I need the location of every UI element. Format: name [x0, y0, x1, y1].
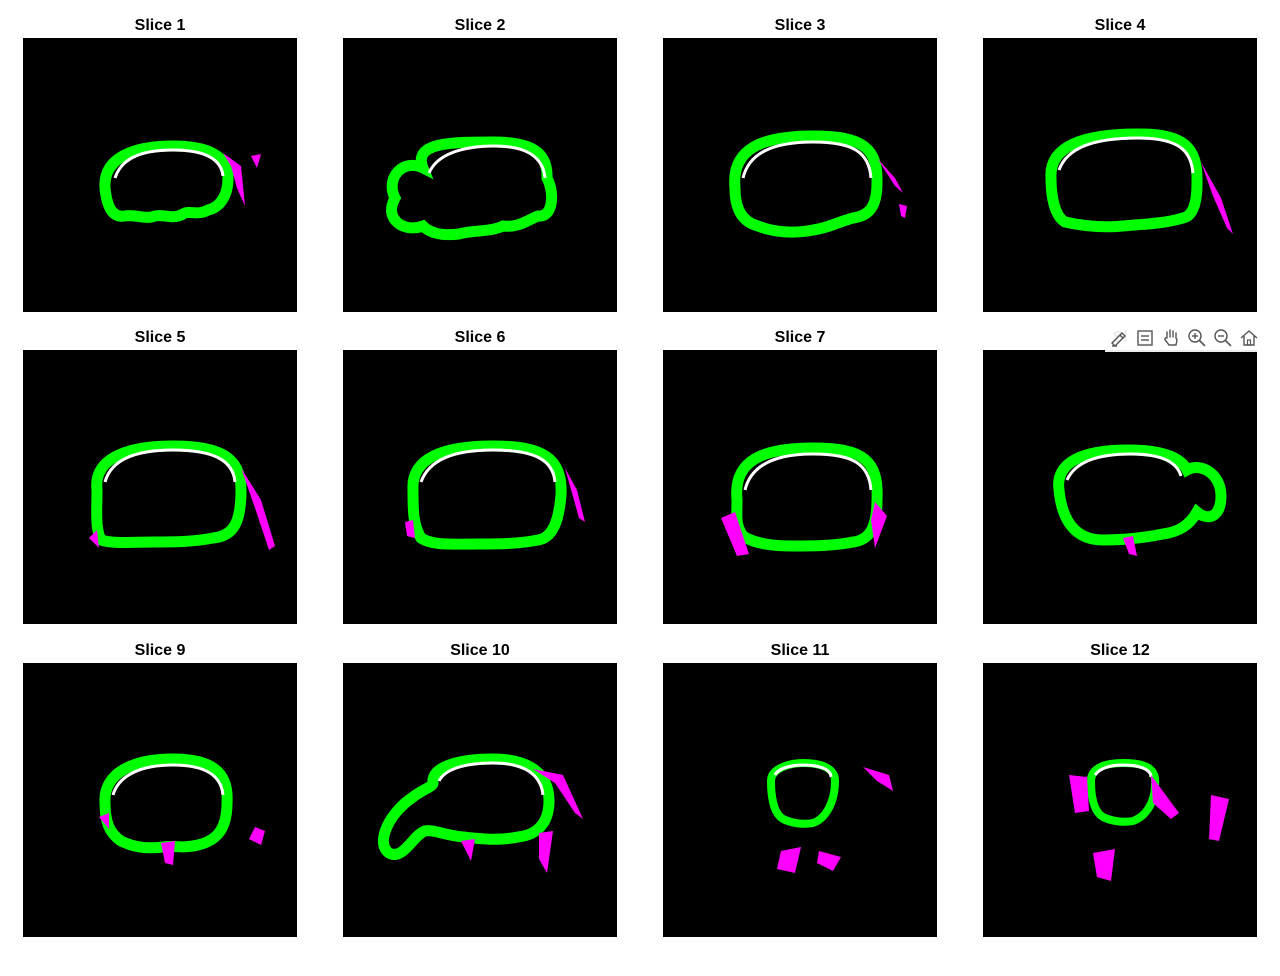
slice-image[interactable]	[343, 663, 617, 937]
pan-hand-icon[interactable]	[1159, 326, 1183, 350]
axes-toolbar	[1105, 324, 1263, 352]
slice-image[interactable]	[23, 350, 297, 624]
slice-title: Slice 4	[1094, 17, 1146, 34]
slice-image[interactable]	[663, 38, 937, 312]
slice-title: Slice 2	[454, 17, 506, 34]
slice-title: Slice 5	[134, 329, 186, 346]
slice-title: Slice 9	[134, 642, 186, 659]
slice-image[interactable]	[343, 38, 617, 312]
zoom-in-icon[interactable]	[1185, 326, 1209, 350]
home-restore-icon[interactable]	[1237, 326, 1261, 350]
data-tips-icon[interactable]	[1133, 326, 1157, 350]
slice-image[interactable]	[983, 38, 1257, 312]
slice-image[interactable]	[663, 350, 937, 624]
slice-title: Slice 7	[774, 329, 826, 346]
slice-image[interactable]	[983, 663, 1257, 937]
slice-title: Slice 3	[774, 17, 826, 34]
slice-title: Slice 6	[454, 329, 506, 346]
zoom-out-icon[interactable]	[1211, 326, 1235, 350]
slice-image[interactable]	[23, 38, 297, 312]
slice-image[interactable]	[23, 663, 297, 937]
slice-title: Slice 11	[770, 642, 830, 659]
slice-title: Slice 12	[1090, 642, 1150, 659]
slice-image[interactable]	[663, 663, 937, 937]
slice-image[interactable]	[983, 350, 1257, 624]
slice-image[interactable]	[343, 350, 617, 624]
slice-title: Slice 10	[450, 642, 510, 659]
brush-edit-icon[interactable]	[1107, 326, 1131, 350]
slice-title: Slice 1	[134, 17, 186, 34]
